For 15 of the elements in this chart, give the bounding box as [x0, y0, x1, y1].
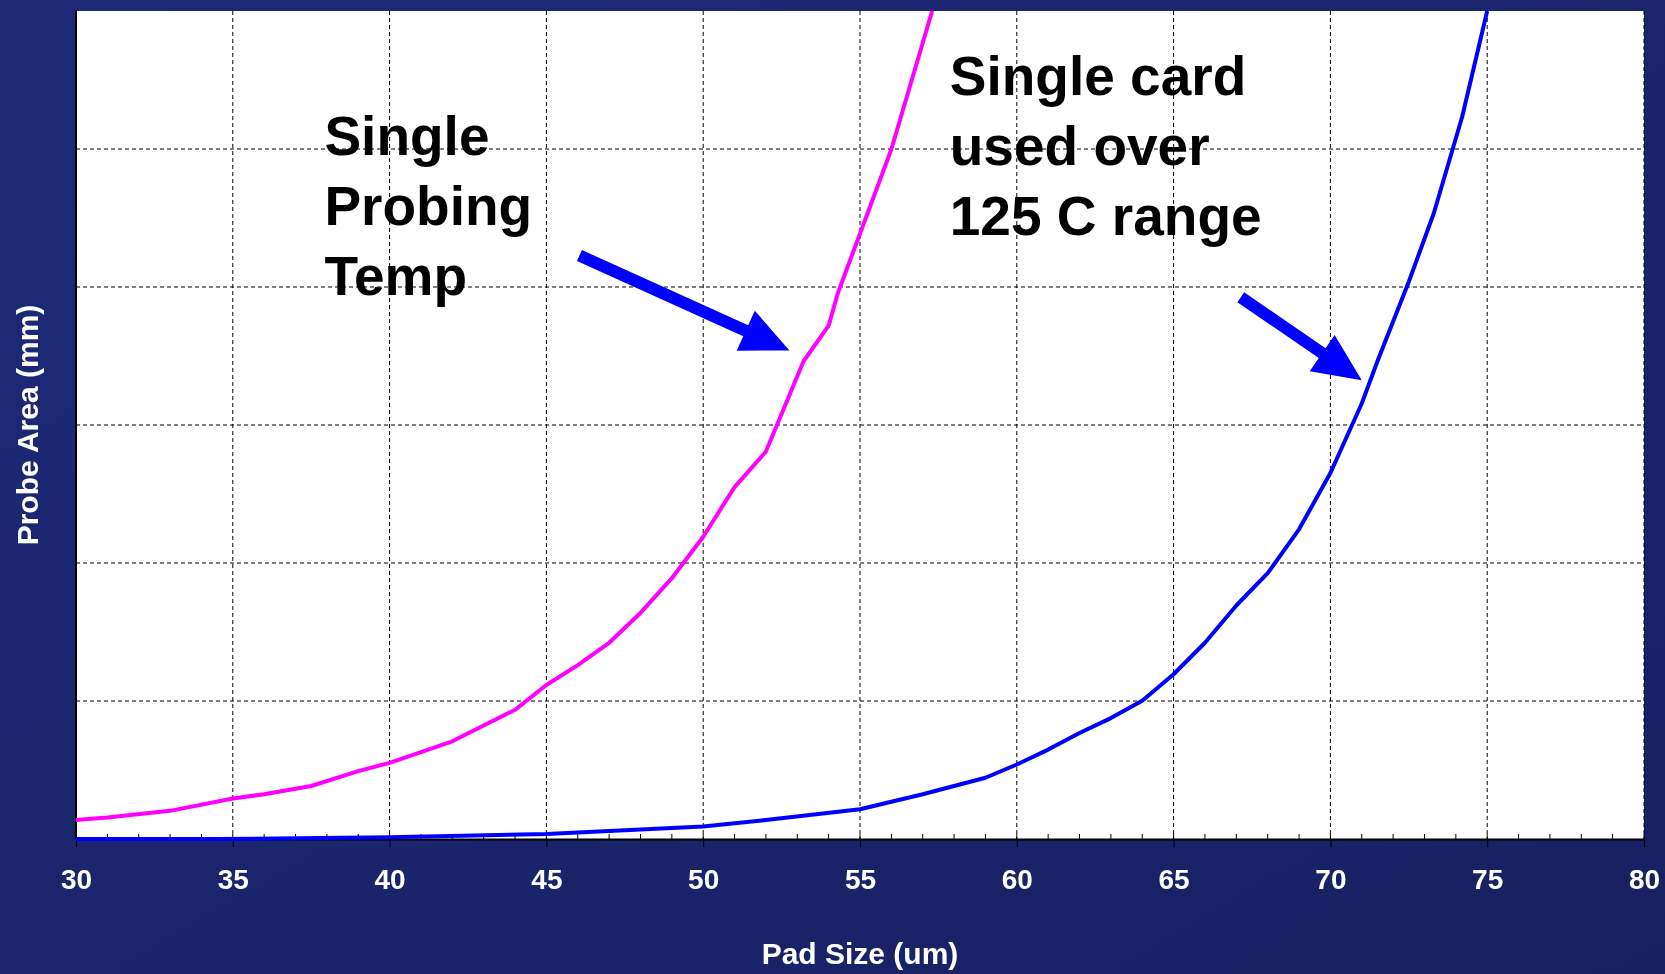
- y-axis-title: Probe Area (mm): [11, 304, 44, 546]
- x-tick-label: 45: [531, 863, 563, 895]
- x-tick-label: 80: [1628, 863, 1661, 895]
- x-tick-label: 75: [1472, 863, 1504, 895]
- x-tick-label: 70: [1315, 863, 1347, 895]
- x-tick-label: 50: [688, 863, 720, 895]
- x-tick-label: 60: [1001, 863, 1033, 895]
- x-tick-label: 55: [844, 863, 877, 895]
- x-tick-label: 35: [217, 863, 249, 895]
- x-tick-label: 65: [1158, 863, 1190, 895]
- x-tick-label: 40: [374, 863, 406, 895]
- x-tick-label: 30: [60, 863, 93, 895]
- annotation: Single card used over 125 C range: [949, 45, 1262, 248]
- annotation: Single Probing Temp: [324, 105, 533, 308]
- x-axis-title: Pad Size (um): [761, 937, 959, 970]
